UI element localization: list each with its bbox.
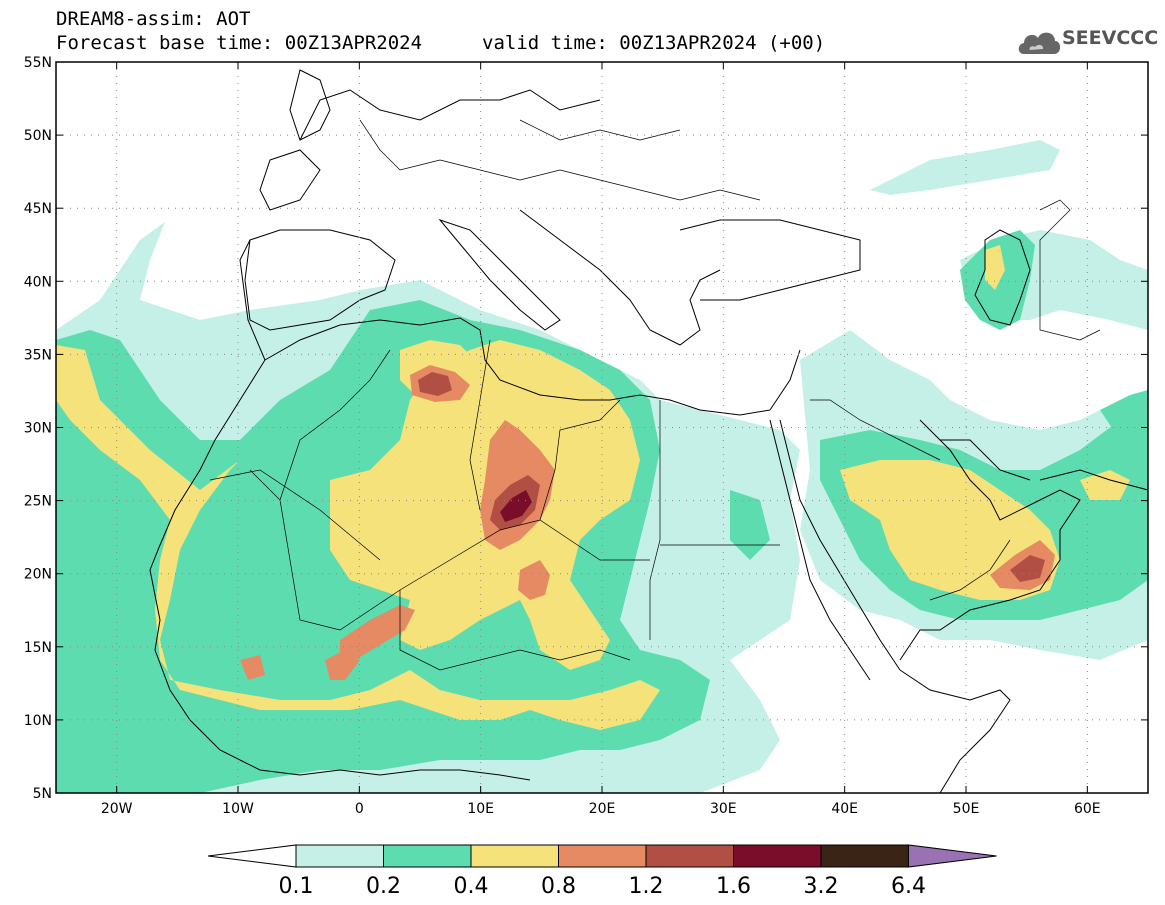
lon-tick-label: 10E: [467, 801, 494, 817]
colorbar-label: 0.2: [366, 874, 401, 899]
colorbar-box: [558, 844, 647, 868]
lat-axis: 55N 50N 45N 40N 35N 30N 25N 20N 15N 10N 5N: [24, 55, 1148, 802]
lat-tick-label: 10N: [24, 713, 52, 729]
lon-tick-label: 60E: [1074, 801, 1101, 817]
colorbar-box: [820, 844, 909, 868]
grid: [56, 62, 1148, 793]
map-title: DREAM8-assim: AOT: [56, 8, 251, 30]
colorbar-box: [470, 844, 559, 868]
colorbar-label: 0.1: [279, 874, 314, 899]
colorbar-high-triangle: [908, 844, 997, 868]
colorbar-label: 0.8: [541, 874, 576, 899]
lon-tick-label: 10W: [222, 801, 254, 817]
lat-tick-label: 45N: [24, 201, 52, 217]
valid-time: valid time: 00Z13APR2024 (+00): [482, 32, 826, 54]
lat-tick-label: 55N: [24, 55, 52, 71]
colorbar-box: [645, 844, 734, 868]
colorbar-label: 3.2: [804, 874, 839, 899]
colorbar-label: 6.4: [891, 874, 926, 899]
lon-tick-label: 30E: [710, 801, 737, 817]
lat-tick-label: 20N: [24, 567, 52, 583]
lon-tick-label: 20E: [589, 801, 616, 817]
lat-tick-label: 5N: [33, 786, 52, 802]
lon-tick-label: 50E: [953, 801, 980, 817]
colorbar-label: 1.2: [629, 874, 664, 899]
coastlines: [149, 69, 1148, 793]
colorbar: 0.1 0.2 0.4 0.8 1.2 1.6 3.2 6.4: [207, 844, 997, 899]
lat-tick-label: 25N: [24, 494, 52, 510]
colorbar-box: [383, 844, 472, 868]
lon-tick-label: 0: [355, 801, 364, 817]
lon-tick-label: 20W: [101, 801, 133, 817]
colorbar-box: [733, 844, 822, 868]
lat-tick-label: 30N: [24, 421, 52, 437]
lon-axis: 20W 10W 0 10E 20E 30E 40E 50E 60E: [101, 62, 1101, 817]
aot-contour-1.6: [500, 490, 532, 522]
base-time: Forecast base time: 00Z13APR2024: [56, 32, 423, 54]
colorbar-box: [295, 844, 384, 868]
colorbar-label: 0.4: [454, 874, 489, 899]
lat-tick-label: 35N: [24, 347, 52, 363]
lat-tick-label: 15N: [24, 640, 52, 656]
lat-tick-label: 40N: [24, 274, 52, 290]
lon-tick-label: 40E: [831, 801, 858, 817]
borders: [209, 119, 1101, 671]
aot-contour-0.4: [56, 345, 660, 730]
cloud-icon: [1018, 32, 1061, 54]
logo-text: SEEVCCC: [1062, 27, 1159, 49]
lat-tick-label: 50N: [24, 128, 52, 144]
colorbar-label: 1.6: [716, 874, 751, 899]
colorbar-low-triangle: [207, 844, 297, 868]
